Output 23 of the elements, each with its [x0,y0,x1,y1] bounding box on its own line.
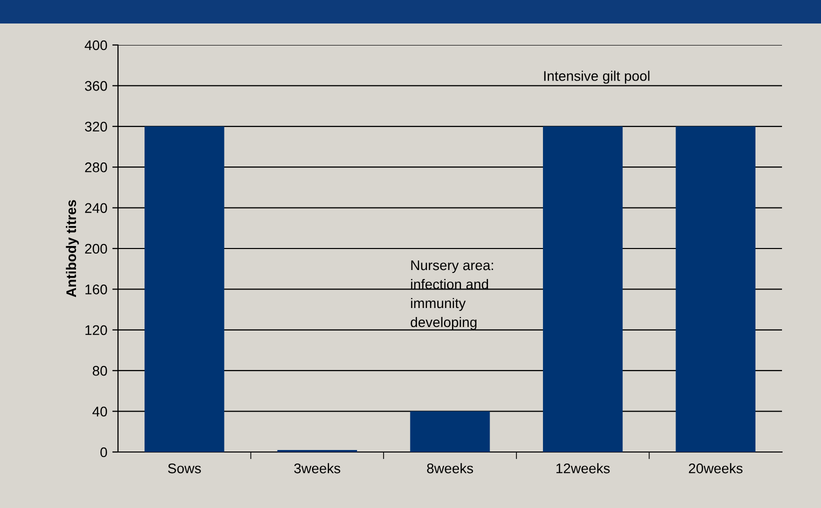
bar [542,126,623,452]
bar [144,126,224,452]
y-tick-label: 120 [85,325,108,336]
y-tick-label: 0 [100,447,108,458]
x-tick-label: 3weeks [294,463,340,474]
y-tick-label: 200 [85,244,108,254]
y-tick-label: 280 [85,162,108,172]
x-tick-label: 8weeks [427,463,474,474]
x-tick-label: 12weeks [556,463,610,474]
annotation: Nursery area: infection and immunity developing [410,260,494,330]
x-tick-label: Sows [168,463,201,474]
y-tick-label: 320 [84,122,108,132]
x-tick-label: 20weeks [688,463,743,474]
bar [676,126,756,452]
y-tick-label: 240 [85,203,108,213]
y-tick-label: 160 [85,284,108,294]
y-tick-label: 400 [84,40,108,50]
annotation: Intensive gilt pool [544,70,650,84]
y-axis-title: Antibody titres [66,200,79,298]
y-tick-label: 40 [92,406,108,416]
y-tick-label: 360 [84,81,108,91]
bar [410,411,490,452]
y-tick-label: 80 [92,366,108,376]
